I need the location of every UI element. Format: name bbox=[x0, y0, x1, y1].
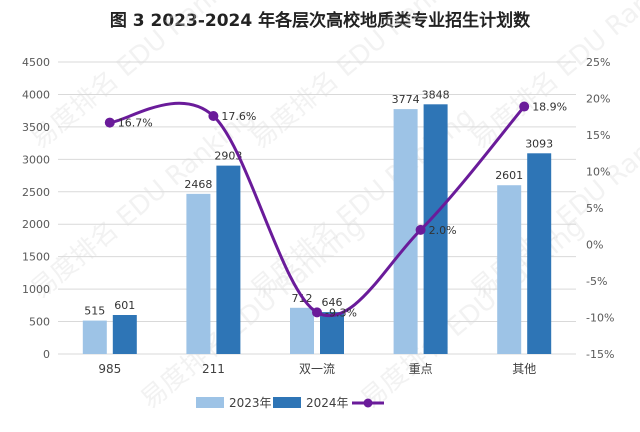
bar-2024 bbox=[527, 153, 552, 354]
bar-2023 bbox=[186, 193, 211, 354]
y-left-tick-label: 1000 bbox=[22, 283, 50, 296]
growth-rate-point bbox=[104, 117, 115, 128]
y-right-tick-label: 5% bbox=[586, 202, 603, 215]
y-left-tick-label: 2500 bbox=[22, 186, 50, 199]
y-left-tick-label: 3000 bbox=[22, 153, 50, 166]
x-tick-label: 其他 bbox=[512, 362, 536, 376]
watermark-text: 易度排名 EDU Ranking bbox=[465, 0, 640, 155]
y-right-tick-label: 15% bbox=[586, 129, 610, 142]
bar-2023 bbox=[497, 185, 522, 354]
bar-2024-data-label: 646 bbox=[322, 296, 343, 309]
x-tick-label: 双一流 bbox=[299, 362, 335, 376]
legend-label-2024: 2024年 bbox=[306, 396, 349, 410]
y-right-tick-label: -10% bbox=[586, 312, 614, 325]
bar-2024-data-label: 601 bbox=[114, 299, 135, 312]
y-right-tick-label: 10% bbox=[586, 166, 610, 179]
y-right-tick-label: 0% bbox=[586, 239, 603, 252]
y-right-tick-label: -15% bbox=[586, 348, 614, 361]
growth-rate-point bbox=[312, 307, 322, 318]
watermark-text: 易度排名 EDU Ranking bbox=[355, 212, 590, 416]
x-tick-label: 重点 bbox=[409, 362, 433, 376]
bar-2023-data-label: 515 bbox=[84, 305, 105, 318]
bar-2024-data-label: 2903 bbox=[214, 150, 242, 163]
growth-rate-data-label: 18.9% bbox=[532, 101, 567, 114]
y-right-tick-label: -5% bbox=[586, 275, 607, 288]
y-left-tick-label: 4000 bbox=[22, 88, 50, 101]
growth-rate-data-label: 2.0% bbox=[429, 224, 457, 237]
legend-marker-growth bbox=[363, 398, 373, 408]
growth-rate-point bbox=[415, 224, 426, 235]
y-left-tick-label: 4500 bbox=[22, 56, 50, 69]
bar-2024-data-label: 3093 bbox=[525, 137, 553, 150]
bar-2024-data-label: 3848 bbox=[422, 88, 450, 101]
bar-2024 bbox=[216, 165, 241, 354]
legend-label-2023: 2023年 bbox=[229, 396, 272, 410]
bar-2024 bbox=[423, 104, 448, 354]
bar-2024 bbox=[320, 312, 344, 354]
bar-2023 bbox=[82, 320, 107, 354]
growth-rate-data-label: 16.7% bbox=[118, 117, 153, 130]
bar-2023-data-label: 2601 bbox=[495, 169, 523, 182]
bar-2023-data-label: 2468 bbox=[184, 178, 212, 191]
bar-2023 bbox=[290, 307, 314, 354]
x-tick-label: 211 bbox=[202, 362, 225, 376]
growth-rate-data-label: -9.3% bbox=[325, 306, 357, 319]
growth-rate-point bbox=[208, 111, 219, 122]
growth-rate-point bbox=[519, 101, 530, 112]
bar-2024 bbox=[112, 315, 137, 354]
x-tick-label: 985 bbox=[98, 362, 121, 376]
y-left-tick-label: 1500 bbox=[22, 251, 50, 264]
y-left-tick-label: 2000 bbox=[22, 218, 50, 231]
legend-swatch-2024 bbox=[273, 397, 301, 408]
chart-title: 图 3 2023-2024 年各层次高校地质类专业招生计划数 bbox=[109, 11, 531, 31]
y-right-tick-label: 25% bbox=[586, 56, 610, 69]
y-left-tick-label: 0 bbox=[43, 348, 50, 361]
y-right-tick-label: 20% bbox=[586, 93, 610, 106]
y-left-tick-label: 500 bbox=[29, 316, 50, 329]
bar-2023 bbox=[393, 109, 418, 354]
bar-2023-data-label: 3774 bbox=[392, 93, 420, 106]
growth-rate-data-label: 17.6% bbox=[221, 110, 256, 123]
legend-swatch-2023 bbox=[196, 397, 224, 408]
y-left-tick-label: 3500 bbox=[22, 121, 50, 134]
